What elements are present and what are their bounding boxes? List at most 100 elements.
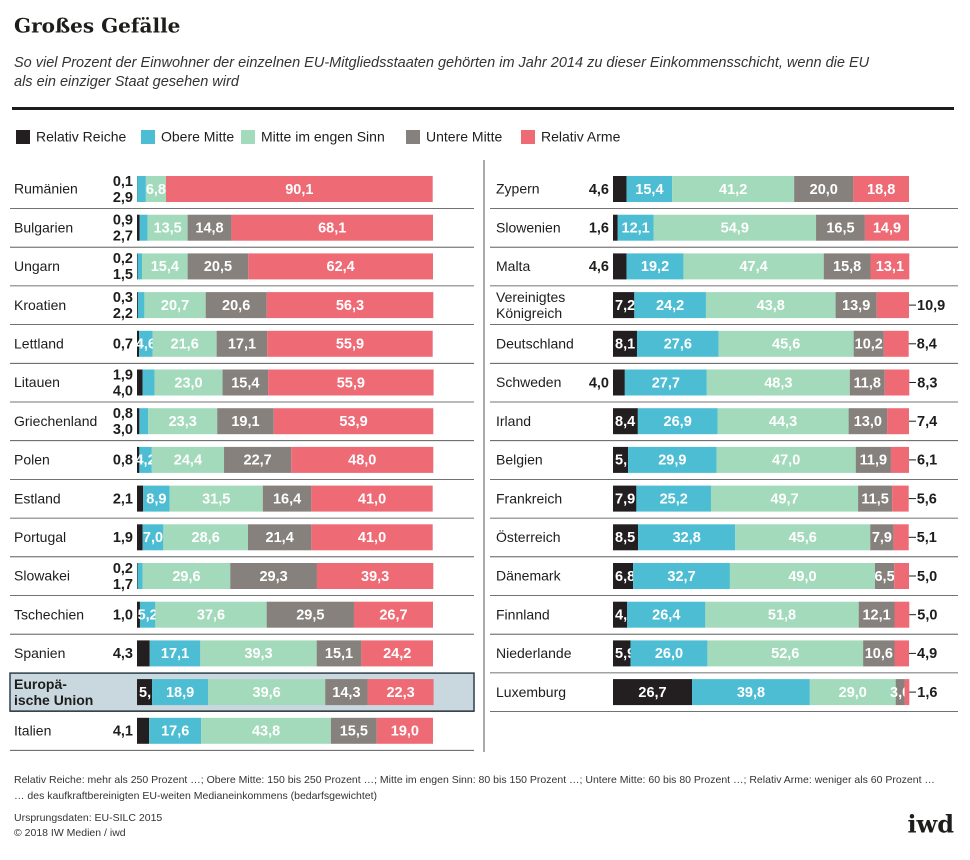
value-label: 44,3 [769,414,797,430]
value-label: 5,2 [138,608,158,624]
bar-segment [887,408,909,434]
value-label: 22,7 [244,453,272,469]
value-label: 15,1 [325,646,353,662]
bar-segment [138,563,143,589]
value-label: 14,9 [873,221,901,237]
value-label: 24,4 [174,453,202,469]
legend-swatch [141,130,155,144]
category-label: Slowenien [496,219,561,235]
category-label: Spanien [14,645,65,661]
bar-segment [892,486,909,512]
legend-label: Untere Mitte [426,129,502,145]
value-label: 0,8 [113,453,133,469]
bar-segment [143,370,155,396]
value-label: 5,0 [917,569,937,585]
value-label: 5,0 [917,608,937,624]
legend-label: Relativ Reiche [36,129,126,145]
category-label: Rumänien [14,181,78,197]
value-label: 24,2 [383,646,411,662]
bar-segment [138,292,145,318]
value-label: 4,6 [589,182,609,198]
value-label: 7,2 [615,298,635,314]
value-label: 17,1 [228,337,256,353]
chart-title: Großes Gefälle [14,14,180,38]
category-label: Portugal [14,529,66,545]
value-label: 13,5 [154,221,182,237]
value-label: 6,8 [146,182,166,198]
value-label: 28,6 [192,530,220,546]
value-label: 17,6 [161,724,189,740]
value-label: 41,0 [358,491,386,507]
value-label: 27,6 [664,337,692,353]
value-label: 25,2 [660,491,688,507]
value-label: 1,6 [917,685,937,701]
category-label: Schweden [496,374,561,390]
value-label: 11,9 [860,453,887,469]
value-label: 8,4 [615,414,635,430]
value-label: 0,2 [113,251,133,267]
value-label: 51,8 [768,608,796,624]
value-label: 6,5 [874,569,894,585]
value-label: 1,5 [113,267,133,283]
value-label: 29,5 [296,608,324,624]
value-label: 22,3 [386,685,414,701]
bar-segment [613,253,627,279]
bar-segment [894,602,909,628]
value-label: 26,7 [638,685,666,701]
value-label: 10,2 [855,337,883,353]
value-label: 49,0 [788,569,816,585]
category-label: Luxemburg [496,684,566,700]
value-label: 16,5 [826,221,854,237]
value-label: 62,4 [327,259,355,275]
legend-swatch [406,130,420,144]
category-label: Lettland [14,336,64,352]
value-label: 2,1 [113,491,133,507]
value-label: 2,7 [113,229,133,245]
bar-segment [613,176,627,202]
bar-segment [137,486,143,512]
category-label: Griechenland [14,413,97,429]
value-label: 4,6 [589,259,609,275]
value-label: 21,6 [171,337,199,353]
value-label: 43,8 [252,724,280,740]
category-label: Polen [14,452,50,468]
bar-segment [137,640,150,666]
footnote: Relativ Reiche: mehr als 250 Prozent …; … [14,774,935,786]
value-label: 20,5 [204,259,232,275]
value-label: 15,4 [151,259,179,275]
value-label: 41,2 [719,182,747,198]
category-label: Slowakei [14,568,70,584]
value-label: 2,2 [113,306,133,322]
value-label: 20,6 [222,298,250,314]
value-label: 15,4 [231,375,259,391]
category-label: Bulgarien [14,219,73,235]
value-label: 68,1 [318,221,346,237]
value-label: 0,8 [113,406,133,422]
value-label: 1,9 [113,530,133,546]
bar-segment [138,253,142,279]
logo: iwd [907,810,954,839]
category-label: Finnland [496,606,550,622]
value-label: 15,8 [833,259,861,275]
value-label: 23,0 [174,375,202,391]
value-label: 43,8 [757,298,785,314]
value-label: 29,3 [259,569,287,585]
category-label: Deutschland [496,336,574,352]
value-label: 1,6 [589,221,609,237]
bar-segment [613,215,618,241]
source: Ursprungsdaten: EU-SILC 2015 [14,812,162,824]
value-label: 5,1 [917,530,937,546]
value-label: 49,7 [770,491,798,507]
value-label: 54,9 [721,221,749,237]
value-label: 17,1 [161,646,189,662]
value-label: 27,7 [652,375,680,391]
value-label: 16,4 [273,491,301,507]
value-label: 10,9 [917,298,945,314]
value-label: 26,7 [379,608,407,624]
category-label: Litauen [14,374,60,390]
bar-segment [905,679,910,705]
value-label: 19,1 [231,414,259,430]
category-label: Tschechien [14,606,84,622]
category-label: Frankreich [496,490,562,506]
